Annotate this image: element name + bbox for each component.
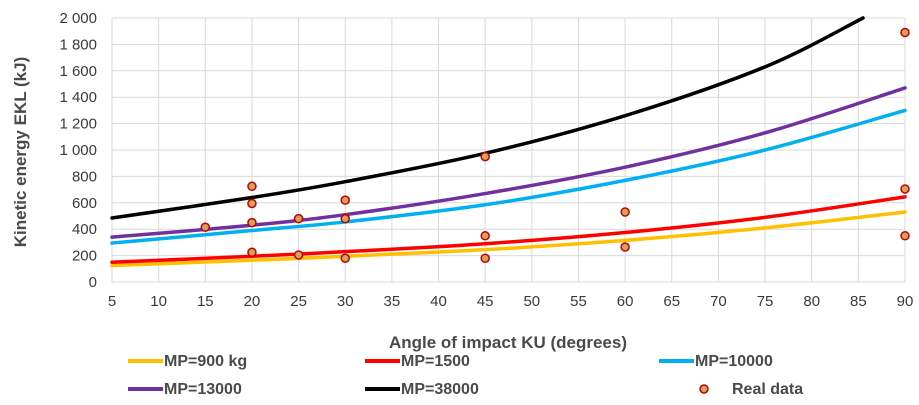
y-tick-label: 400: [72, 221, 97, 238]
real-data-point: [480, 151, 490, 162]
real-data-point: [480, 253, 490, 263]
y-tick-label: 1 600: [59, 63, 97, 80]
real-data-point: [293, 213, 304, 224]
legend-label: MP=1500: [401, 353, 470, 370]
real-data-points: [200, 27, 910, 263]
real-data-point: [620, 242, 630, 252]
real-data-point: [247, 198, 257, 209]
x-axis-title: Angle of impact KU (degrees): [389, 333, 627, 352]
grid: [111, 17, 906, 283]
x-tick-label: 75: [757, 293, 774, 310]
x-tick-label: 10: [150, 293, 167, 310]
real-data-point: [900, 27, 910, 38]
x-tick-label: 15: [197, 293, 214, 310]
real-data-point: [480, 231, 490, 241]
real-data-point: [247, 247, 257, 258]
legend-label: MP=38000: [401, 381, 479, 398]
real-data-point: [200, 222, 211, 232]
x-tick-label: 80: [803, 293, 820, 310]
y-tick-label: 1 800: [59, 36, 97, 53]
x-tick-label: 50: [523, 293, 540, 310]
legend-label: Real data: [732, 381, 803, 398]
x-tick-label: 20: [244, 293, 261, 310]
y-axis-ticks: 0 200 400 600 800 1 000 1 200 1 400 1 600 1 800 2 …: [59, 10, 97, 291]
real-data-point: [340, 253, 350, 263]
y-tick-label: 800: [72, 168, 97, 185]
x-tick-label: 45: [477, 293, 494, 310]
x-tick-label: 65: [663, 293, 680, 310]
y-tick-label: 1 000: [59, 142, 97, 159]
legend-marker: [699, 384, 709, 394]
real-data-point: [900, 184, 910, 194]
real-data-point: [340, 213, 350, 224]
x-axis-ticks: 5 10 15 20 25 30 35 40 45 50 55 60 65 70 75 80 85 90: [108, 293, 914, 310]
x-tick-label: 60: [617, 293, 634, 310]
real-data-point: [247, 217, 257, 228]
real-data-point: [620, 207, 630, 217]
x-tick-label: 90: [897, 293, 914, 310]
x-tick-label: 35: [384, 293, 401, 310]
x-tick-label: 55: [570, 293, 587, 310]
y-tick-label: 1 400: [59, 89, 97, 106]
real-data-point: [900, 231, 910, 241]
series-line-mp-10000: [110, 108, 907, 245]
legend-label: MP=10000: [695, 353, 773, 370]
x-tick-label: 25: [290, 293, 307, 310]
x-tick-label: 5: [108, 293, 116, 310]
real-data-point: [340, 195, 350, 205]
y-tick-label: 1 200: [59, 116, 97, 133]
legend-label: MP=900 kg: [164, 353, 247, 370]
x-tick-label: 30: [337, 293, 354, 310]
legend-label: MP=13000: [164, 381, 242, 398]
y-tick-label: 200: [72, 248, 97, 265]
real-data-point: [293, 250, 304, 260]
series-lines: [110, 16, 907, 268]
series-line-mp-900-kg: [110, 210, 907, 268]
x-tick-label: 85: [850, 293, 867, 310]
y-tick-label: 2 000: [59, 10, 97, 27]
y-tick-label: 600: [72, 195, 97, 212]
series-line-mp-38000: [110, 16, 865, 220]
x-tick-label: 40: [430, 293, 447, 310]
x-tick-label: 70: [710, 293, 727, 310]
real-data-point: [247, 181, 257, 192]
y-axis-title: Kinetic energy EKL (kJ): [11, 57, 30, 248]
legend: MP=900 kg MP=1500 MP=10000 MP=13000 MP=38000…: [128, 353, 803, 398]
y-tick-label: 0: [89, 274, 97, 291]
